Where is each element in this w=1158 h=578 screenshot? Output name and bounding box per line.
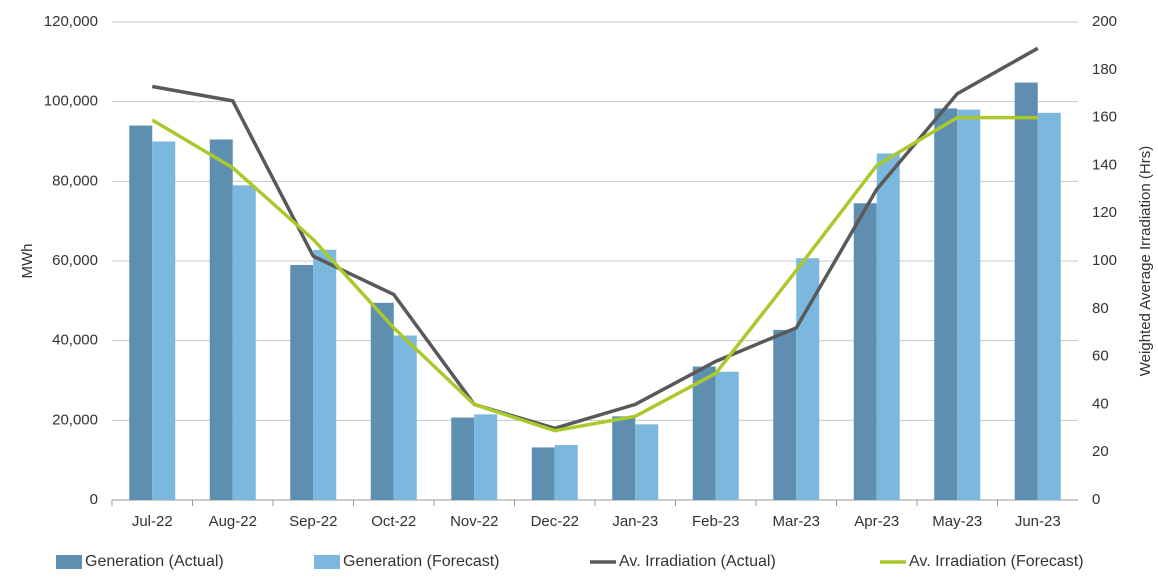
- y2-tick-label: 100: [1092, 252, 1117, 269]
- bar: [451, 417, 475, 500]
- x-tick-label: Mar-23: [772, 513, 820, 530]
- bar: [876, 153, 900, 500]
- legend-swatch: [56, 555, 82, 569]
- y-tick-label: 20,000: [52, 411, 98, 428]
- x-tick-label: Nov-22: [450, 513, 498, 530]
- y2-axis-label: Weighted Average Irradiation (Hrs): [1137, 146, 1154, 376]
- bar: [370, 302, 394, 500]
- x-tick-label: May-23: [932, 513, 982, 530]
- y2-tick-label: 180: [1092, 61, 1117, 78]
- bar: [1037, 112, 1061, 500]
- bar: [129, 125, 153, 501]
- bar: [313, 249, 337, 500]
- x-tick-label: Oct-22: [371, 513, 416, 530]
- y2-tick-label: 160: [1092, 109, 1117, 126]
- bar: [715, 371, 739, 500]
- y2-tick-label: 0: [1092, 491, 1100, 508]
- bar: [209, 139, 233, 500]
- bar: [474, 414, 498, 500]
- bar: [232, 185, 256, 501]
- bar: [957, 109, 981, 500]
- bar: [853, 203, 877, 500]
- y-tick-label: 40,000: [52, 332, 98, 349]
- y2-tick-label: 140: [1092, 156, 1117, 173]
- y-tick-label: 60,000: [52, 252, 98, 269]
- line: [151, 46, 1039, 431]
- bar: [692, 366, 716, 500]
- bar: [934, 108, 958, 501]
- x-tick-label: Jan-23: [612, 513, 658, 530]
- x-tick-label: Feb-23: [692, 513, 740, 530]
- bar: [635, 424, 659, 500]
- bar: [393, 335, 417, 500]
- legend-label: Av. Irradiation (Actual): [619, 553, 776, 570]
- y2-tick-label: 20: [1092, 443, 1109, 460]
- bar: [152, 141, 176, 500]
- bar: [290, 264, 314, 500]
- x-tick-label: Jun-23: [1015, 513, 1061, 530]
- y2-tick-label: 40: [1092, 395, 1109, 412]
- bar: [531, 447, 555, 500]
- x-tick-label: Dec-22: [531, 513, 579, 530]
- y-axis-label: MWh: [19, 244, 36, 279]
- x-tick-label: Jul-22: [132, 513, 173, 530]
- y-tick-label: 0: [90, 491, 98, 508]
- legend-label: Av. Irradiation (Forecast): [909, 553, 1084, 570]
- line: [151, 115, 1038, 433]
- x-tick-label: Aug-22: [209, 513, 257, 530]
- legend-label: Generation (Actual): [85, 553, 224, 570]
- legend-label: Generation (Forecast): [343, 553, 500, 570]
- x-tick-label: Apr-23: [854, 513, 899, 530]
- bar: [1014, 82, 1038, 501]
- y2-tick-label: 200: [1092, 13, 1117, 30]
- y-tick-label: 100,000: [44, 93, 98, 110]
- y2-tick-label: 80: [1092, 300, 1109, 317]
- bar: [612, 416, 636, 500]
- x-tick-label: Sep-22: [289, 513, 337, 530]
- bar: [773, 329, 797, 500]
- y-tick-label: 80,000: [52, 172, 98, 189]
- y-tick-label: 120,000: [44, 13, 98, 30]
- y2-tick-label: 60: [1092, 348, 1109, 365]
- y2-tick-label: 120: [1092, 204, 1117, 221]
- bar: [554, 445, 578, 500]
- legend-swatch: [314, 555, 340, 569]
